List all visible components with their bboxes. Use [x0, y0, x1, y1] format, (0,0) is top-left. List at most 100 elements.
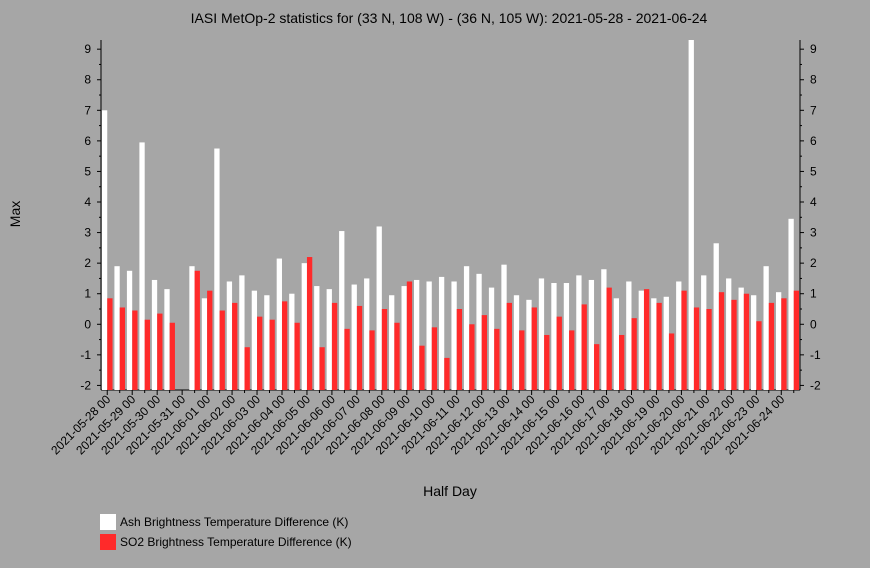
bar-ash: [351, 284, 357, 390]
bar-ash: [538, 278, 545, 390]
bar-so2: [444, 357, 450, 390]
y-tick-label-right: 6: [810, 134, 817, 148]
bar-ash: [688, 40, 694, 390]
bar-ash: [276, 258, 282, 390]
bar-so2: [494, 328, 500, 390]
legend-item-ash: Ash Brightness Temperature Difference (K…: [100, 512, 352, 532]
bar-so2: [681, 290, 687, 390]
bar-ash: [551, 283, 557, 390]
y-tick-label-left: 5: [84, 164, 91, 178]
bar-so2: [656, 302, 662, 390]
bar-ash: [114, 266, 120, 390]
bar-so2: [619, 334, 625, 390]
bar-so2: [743, 293, 750, 390]
y-tick-label-left: -1: [80, 348, 91, 362]
bar-ash: [438, 276, 445, 390]
bar-ash: [151, 279, 158, 390]
bar-so2: [668, 333, 675, 390]
y-tick-label-right: 8: [810, 73, 817, 87]
bar-ash: [101, 110, 108, 390]
bar-so2: [718, 292, 725, 390]
bar-ash: [463, 266, 470, 390]
bar-so2: [768, 302, 775, 390]
y-tick-label-right: 9: [810, 42, 817, 56]
y-axis-label: Max: [7, 201, 23, 227]
bar-so2: [331, 302, 338, 390]
bar-so2: [281, 301, 288, 390]
bar-so2: [606, 287, 612, 390]
bar-so2: [731, 299, 737, 390]
bar-ash: [676, 281, 682, 390]
bar-ash: [576, 275, 582, 390]
bar-ash: [451, 281, 457, 390]
bar-ash: [626, 281, 632, 390]
bar-ash: [401, 286, 407, 390]
bar-ash: [239, 275, 245, 390]
bar-ash: [526, 299, 532, 390]
bar-ash: [613, 298, 620, 390]
bar-ash: [563, 283, 570, 390]
bar-so2: [793, 290, 800, 390]
bar-so2: [344, 328, 350, 390]
bar-so2: [356, 305, 363, 390]
y-tick-label-right: 1: [810, 287, 817, 301]
bar-so2: [693, 307, 700, 390]
y-tick-label-left: -2: [80, 378, 91, 392]
bar-ash: [513, 295, 520, 390]
bar-ash: [164, 289, 170, 390]
bar-ash: [376, 226, 382, 390]
y-tick-label-right: 3: [810, 226, 817, 240]
legend: Ash Brightness Temperature Difference (K…: [100, 512, 352, 552]
legend-swatch-so2: [100, 534, 116, 550]
bar-so2: [556, 316, 562, 390]
bar-ash: [651, 298, 657, 390]
bar-ash: [488, 287, 495, 390]
bar-so2: [107, 298, 113, 390]
bar-ash: [289, 293, 295, 390]
bar-ash: [501, 264, 507, 390]
bar-ash: [364, 278, 370, 390]
bar-so2: [219, 310, 225, 390]
legend-label-so2: SO2 Brightness Temperature Difference (K…: [120, 535, 352, 549]
y-tick-label-left: 8: [84, 73, 91, 87]
bar-ash: [775, 292, 782, 390]
y-tick-label-left: 1: [84, 287, 91, 301]
bar-ash: [726, 278, 732, 390]
bar-ash: [763, 266, 769, 390]
bar-so2: [381, 309, 388, 390]
bar-so2: [419, 345, 425, 390]
bar-ash: [476, 273, 482, 390]
bar-so2: [406, 281, 413, 390]
bar-so2: [643, 289, 650, 390]
bar-so2: [207, 290, 213, 390]
y-tick-label-right: 0: [810, 317, 817, 331]
bar-ash: [339, 231, 345, 390]
bar-so2: [506, 302, 512, 390]
y-tick-label-right: -1: [810, 348, 821, 362]
bar-ash: [601, 269, 607, 390]
bar-ash: [426, 281, 432, 390]
y-tick-label-left: 7: [84, 103, 91, 117]
bar-ash: [326, 289, 332, 390]
bar-ash: [264, 295, 270, 390]
bar-so2: [594, 344, 600, 390]
bar-ash: [214, 148, 220, 390]
bar-ash: [301, 263, 307, 390]
legend-label-ash: Ash Brightness Temperature Difference (K…: [120, 515, 349, 529]
bar-ash: [588, 279, 595, 390]
bar-so2: [706, 309, 712, 390]
bar-ash: [201, 298, 208, 390]
bar-ash: [638, 290, 644, 390]
bar-so2: [157, 313, 163, 390]
y-tick-label-left: 9: [84, 42, 91, 56]
y-tick-label-right: 4: [810, 195, 817, 209]
bar-ash: [788, 218, 794, 390]
bar-ash: [738, 287, 744, 390]
bar-so2: [581, 304, 587, 390]
y-tick-label-right: -2: [810, 378, 821, 392]
bar-so2: [756, 321, 762, 390]
bar-ash: [226, 281, 233, 390]
